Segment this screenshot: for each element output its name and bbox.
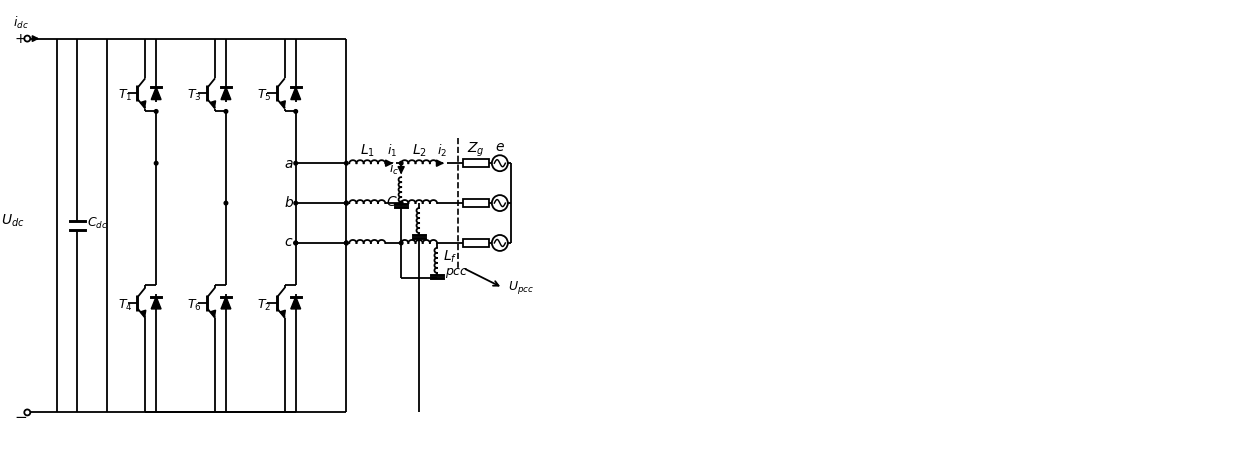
Text: $b$: $b$ xyxy=(284,195,294,210)
Text: $pcc$: $pcc$ xyxy=(445,266,469,280)
Text: $i_c$: $i_c$ xyxy=(389,161,399,177)
Text: $Z_g$: $Z_g$ xyxy=(467,140,485,158)
Text: $T_{6}$: $T_{6}$ xyxy=(187,298,202,313)
Circle shape xyxy=(345,201,348,205)
Text: $T_{3}$: $T_{3}$ xyxy=(187,88,202,104)
Text: $L_2$: $L_2$ xyxy=(412,142,427,158)
Text: $T_{1}$: $T_{1}$ xyxy=(118,88,133,104)
Circle shape xyxy=(154,109,157,113)
Circle shape xyxy=(294,109,298,113)
Text: $C_{dc}$: $C_{dc}$ xyxy=(87,216,108,231)
Text: $C$: $C$ xyxy=(387,195,398,208)
Polygon shape xyxy=(151,87,161,99)
Text: $i_2$: $i_2$ xyxy=(438,143,448,159)
Text: $a$: $a$ xyxy=(284,157,294,171)
Bar xyxy=(463,159,489,167)
Circle shape xyxy=(399,201,403,205)
Circle shape xyxy=(294,161,298,165)
Text: $L_f$: $L_f$ xyxy=(443,248,458,265)
Circle shape xyxy=(294,241,298,245)
Circle shape xyxy=(345,241,348,245)
Circle shape xyxy=(399,241,403,245)
Circle shape xyxy=(294,241,298,245)
Text: $c$: $c$ xyxy=(284,235,294,250)
Circle shape xyxy=(399,161,403,165)
Circle shape xyxy=(345,201,348,205)
Text: $-$: $-$ xyxy=(14,409,27,423)
Text: $+$: $+$ xyxy=(14,32,26,45)
Circle shape xyxy=(345,161,348,165)
Polygon shape xyxy=(221,87,231,99)
Text: $e$: $e$ xyxy=(495,140,505,154)
Circle shape xyxy=(345,241,348,245)
Text: $T_{5}$: $T_{5}$ xyxy=(257,88,272,104)
Bar xyxy=(463,239,489,247)
Text: $T_{4}$: $T_{4}$ xyxy=(118,298,133,313)
Text: $i_{dc}$: $i_{dc}$ xyxy=(14,15,30,31)
Polygon shape xyxy=(291,87,300,99)
Polygon shape xyxy=(151,297,161,309)
Polygon shape xyxy=(221,297,231,309)
Text: $T_{2}$: $T_{2}$ xyxy=(258,298,272,313)
Polygon shape xyxy=(291,297,300,309)
Circle shape xyxy=(224,109,228,113)
Circle shape xyxy=(294,201,298,205)
Text: $U_{pcc}$: $U_{pcc}$ xyxy=(508,279,534,296)
Text: $i_1$: $i_1$ xyxy=(387,143,397,159)
Text: $U_{dc}$: $U_{dc}$ xyxy=(0,213,24,229)
Bar xyxy=(463,199,489,207)
Circle shape xyxy=(224,201,228,205)
Circle shape xyxy=(154,161,157,165)
Text: $L_1$: $L_1$ xyxy=(360,142,374,158)
